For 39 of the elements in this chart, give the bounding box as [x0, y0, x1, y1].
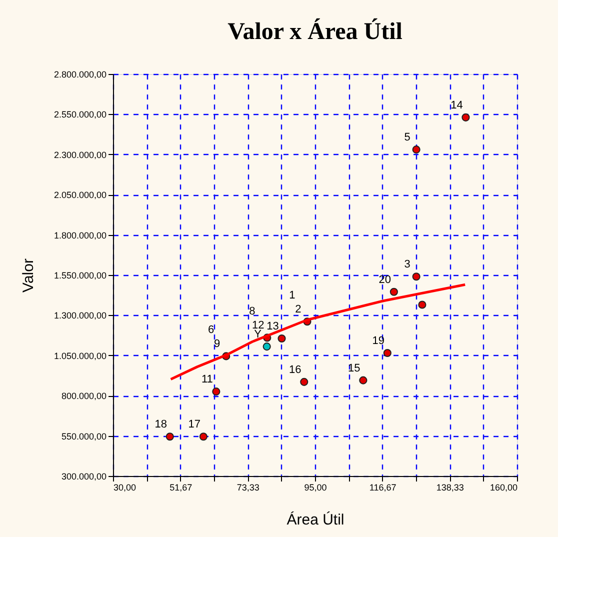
x-tick-label: 30,00 — [114, 482, 136, 492]
y-tick-label: 800.000,00 — [61, 391, 106, 402]
annotation: 19 — [372, 334, 385, 347]
x-tick-label: 73,33 — [236, 482, 260, 492]
y-tick-label: 300.000,00 — [61, 472, 106, 482]
annotation: 2 — [295, 304, 302, 316]
y-tick-label: 550.000,00 — [61, 431, 106, 442]
y-tick-label: 2.800.000,00 — [54, 70, 106, 80]
annotation: 1 — [289, 290, 296, 302]
x-tick-label: 138,33 — [436, 482, 464, 492]
annotation: 3 — [404, 258, 410, 271]
annotation: 14 — [450, 99, 463, 112]
annotation: 11 — [201, 374, 213, 386]
line-series — [170, 283, 466, 380]
x-axis-title: Área Útil — [286, 510, 344, 528]
annotation: 18 — [154, 418, 167, 431]
annotation: 15 — [348, 362, 360, 374]
chart-title: Valor x Área Útil — [228, 18, 403, 45]
annotation: 16 — [289, 364, 302, 376]
y-tick-label: 2.050.000,00 — [54, 190, 106, 200]
annotation: Y — [254, 328, 262, 341]
annotation: 17 — [188, 418, 201, 431]
y-tick-label: 1.550.000,00 — [54, 270, 106, 280]
x-tick-label: 51,67 — [170, 482, 192, 492]
x-tick-label: 160,00 — [490, 482, 518, 492]
x-tick-label: 116,67 — [369, 482, 396, 492]
y-tick-label: 2.300.000,00 — [54, 150, 106, 160]
y-axis-title: Valor — [20, 258, 37, 292]
y-tick-label: 2.550.000,00 — [54, 110, 106, 120]
annotation: 20 — [378, 274, 392, 286]
annotation: 9 — [214, 338, 220, 350]
annotation: 13 — [266, 320, 279, 333]
x-tick-label: 95,00 — [304, 482, 327, 492]
annotation: 6 — [208, 324, 214, 336]
annotation: 5 — [404, 132, 410, 144]
annotation: 8 — [249, 306, 256, 318]
y-tick-label: 1.800.000,00 — [54, 230, 106, 240]
y-tick-label: 1.300.000,00 — [54, 310, 106, 321]
y-tick-label: 1.050.000,00 — [54, 350, 106, 361]
